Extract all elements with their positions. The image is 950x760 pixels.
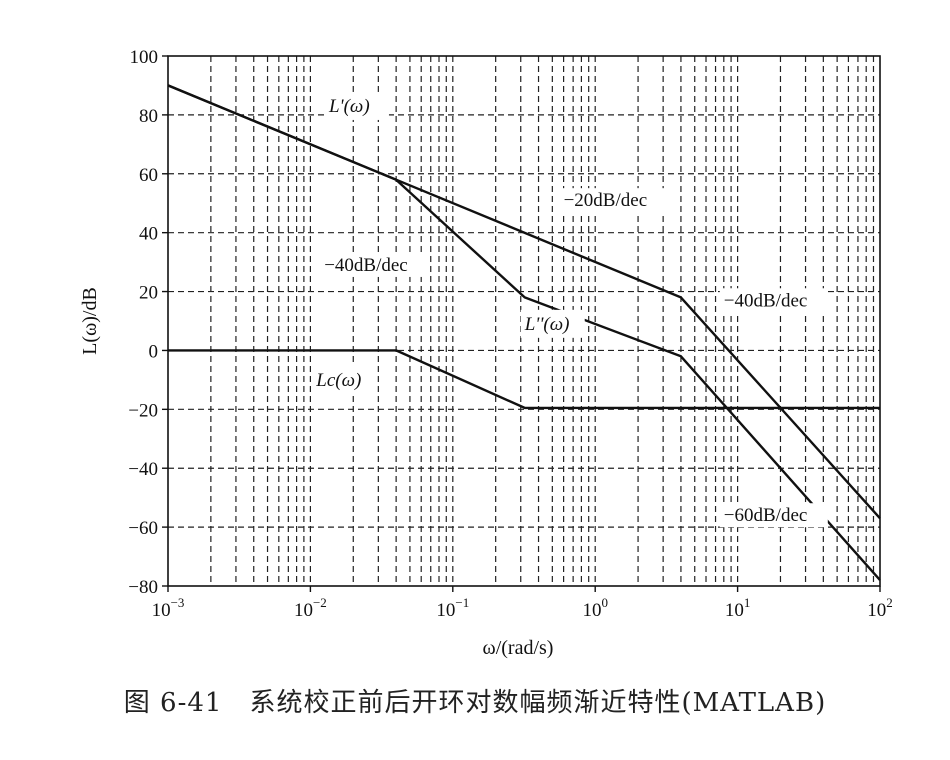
- plot-frame: [167, 55, 881, 587]
- y-axis-title: L(ω)/dB: [79, 287, 101, 355]
- annotation-backdrop: [719, 288, 828, 313]
- x-tick-base: 10: [436, 600, 455, 621]
- y-tick-label: −40: [128, 459, 158, 480]
- x-tick-exponent: −1: [455, 595, 469, 610]
- x-tick-label: 100: [582, 595, 608, 621]
- slope-annotation: −60dB/dec: [724, 505, 808, 526]
- figure-caption: 图 6-41 系统校正前后开环对数幅频渐近特性(MATLAB): [123, 688, 827, 718]
- y-tick-label: −20: [128, 400, 158, 421]
- x-axis-title: ω/(rad/s): [483, 637, 554, 659]
- x-tick-exponent: 2: [886, 595, 893, 610]
- y-tick-label: 20: [139, 283, 158, 304]
- series-line-2: [168, 349, 880, 410]
- slope-annotation: −40dB/dec: [324, 255, 408, 276]
- x-tick-exponent: 1: [744, 595, 751, 610]
- x-tick-label: 10−2: [294, 595, 327, 621]
- x-tick-label: 102: [867, 595, 893, 621]
- y-tick-label: −80: [128, 577, 158, 598]
- series-label-backdrop: [520, 309, 585, 338]
- x-tick-base: 10: [582, 600, 601, 621]
- annotation-backdrop: [559, 188, 668, 213]
- series-line-1: [167, 84, 881, 581]
- x-tick-label: 10−3: [152, 595, 185, 621]
- y-tick-label: 100: [130, 47, 159, 68]
- annotation-backdrop: [320, 252, 429, 277]
- x-tick-base: 10: [152, 600, 171, 621]
- x-tick-base: 10: [294, 600, 313, 621]
- series-label-backdrop: [324, 91, 389, 120]
- x-tick-label: 10−1: [436, 595, 469, 621]
- annotation-backdrop: [719, 503, 828, 528]
- series-label-backdrop: [312, 365, 377, 394]
- y-tick-label: 40: [139, 224, 158, 245]
- series-label: L'(ω): [328, 96, 370, 117]
- series-label: Lc(ω): [315, 370, 361, 391]
- y-tick-label: 0: [149, 341, 159, 362]
- y-tick-label: −60: [128, 518, 158, 539]
- x-tick-exponent: −3: [171, 595, 185, 610]
- slope-annotation: −20dB/dec: [564, 190, 648, 211]
- x-tick-exponent: −2: [313, 595, 327, 610]
- y-tick-label: 60: [139, 165, 158, 186]
- y-tick-label: 80: [139, 106, 158, 127]
- x-tick-label: 101: [725, 595, 751, 621]
- slope-annotation: −40dB/dec: [724, 290, 808, 311]
- series-label: L''(ω): [524, 314, 570, 335]
- x-tick-base: 10: [725, 600, 744, 621]
- x-tick-base: 10: [867, 600, 886, 621]
- x-tick-exponent: 0: [601, 595, 608, 610]
